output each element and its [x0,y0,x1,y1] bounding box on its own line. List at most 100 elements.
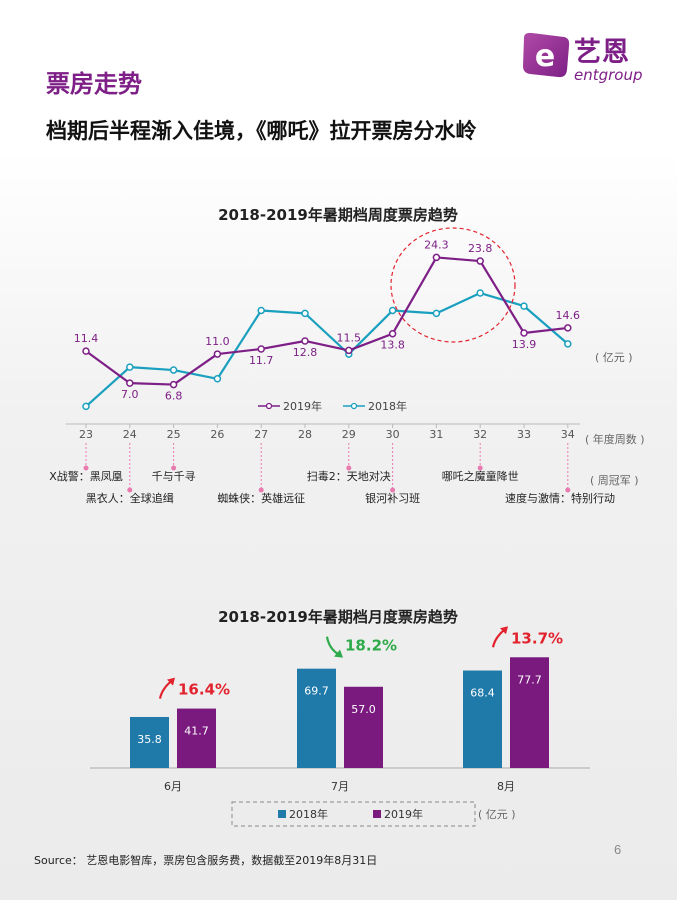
category-label: 7月 [331,780,349,793]
x-tick-label: 27 [254,428,268,441]
entgroup-logo: e 艺恩 entgroup [518,28,653,88]
champion-dot [390,487,396,493]
change-percent: 16.4% [178,681,230,699]
data-label: 11.0 [205,335,230,348]
line-chart-marks: 11.4 7.0 6.8 11.0 11.7 12.8 11.5 13.8 24.3 23.8 13… [49,238,615,505]
champion-dot [258,487,264,493]
bar [510,657,549,768]
x-tick-label: 33 [517,428,531,441]
down-arrow-icon [325,636,340,656]
legend-2018: 2018年 [368,399,407,413]
category-label: 6月 [164,780,182,793]
x-unit-label: ( 年度周数 ) [585,432,645,446]
x-tick-label: 24 [123,428,137,441]
down-arrowhead-icon [334,649,343,658]
bar-legend: 2018年 2019年 ( 亿元 ) [231,801,516,827]
up-arrowhead-icon [167,677,175,686]
data-label: 7.0 [121,388,139,401]
data-label: 12.8 [293,346,318,359]
highlight-ellipse [390,227,516,343]
data-point [82,402,90,411]
data-point [301,309,309,318]
monthly-box-office-chart: 2018-2019年暑期档月度票房趋势 35.8 41.7 6月 16.4% 69.7 5… [90,608,590,827]
page-number: 6 [614,842,622,857]
x-tick-label: 32 [473,428,487,441]
x-tick-label: 23 [79,428,93,441]
page-background [0,150,677,900]
data-point [476,289,484,297]
legend-2019: 2019年 [384,807,423,821]
data-point [169,366,178,374]
bar [130,716,169,768]
change-percent: 13.7% [511,629,563,647]
data-point [126,363,134,371]
champion-dot [565,487,571,493]
champion-dot [127,487,133,493]
category-label: 8月 [497,780,515,793]
data-label: 6.8 [165,390,183,403]
x-tick-label: 26 [210,428,224,441]
up-arrow-icon [491,628,506,648]
data-label: 14.6 [556,309,581,322]
data-label: 11.5 [337,331,362,344]
data-label: 11.4 [74,332,99,345]
bar-value-label: 68.4 [470,687,495,700]
x-tick-label: 30 [386,428,400,441]
bar-value-label: 35.8 [137,733,162,746]
chart-title: 2018-2019年暑期档月度票房趋势 [218,608,458,626]
data-point [520,302,528,310]
data-point [257,345,265,353]
logo-english: entgroup [574,66,643,84]
champion-label: 扫毒2：天地对决 [307,469,391,483]
x-tick-label: 28 [298,428,312,441]
up-arrow-icon [158,679,173,699]
data-point [82,347,90,355]
bar [344,686,383,768]
data-point [520,329,528,337]
series-line-2018年 [85,291,569,408]
champion-dot [83,465,89,471]
bar [177,708,216,768]
champion-dot [477,465,483,471]
data-point [432,309,441,318]
x-tick-label: 29 [342,428,356,441]
data-point [126,379,134,387]
champion-dot [171,465,177,471]
champion-dot [346,465,352,471]
champion-label: 速度与激情：特别行动 [505,491,615,505]
legend-2019: 2019年 [283,399,322,413]
bar-value-label: 69.7 [304,685,329,698]
logo-mark-icon: e [523,32,570,78]
source-note: Source： 艺恩电影智库，票房包含服务费，数据截至2019年8月31日 [34,854,378,867]
line-chart-axes: 23 24 25 26 27 28 29 30 31 32 33 34 [66,423,580,441]
svg-text:e: e [535,39,555,74]
data-label: 13.9 [512,338,537,351]
data-point [213,375,222,383]
champion-label: 银河补习班 [365,491,420,505]
bar [463,670,502,768]
up-arrowhead-icon [500,626,508,635]
section-title: 票房走势 [46,71,142,98]
data-label: 24.3 [424,238,449,251]
champion-label: 哪吒之魔童降世 [442,469,519,483]
data-point [257,306,265,315]
data-label: 11.7 [249,354,274,367]
data-point [388,329,397,338]
change-percent: 18.2% [345,637,397,655]
data-point [476,257,484,265]
bar-value-label: 77.7 [517,673,542,686]
bar-value-label: 57.0 [351,703,376,716]
data-point [345,346,353,355]
x-tick-label: 31 [429,428,443,441]
x-tick-label: 34 [561,428,575,441]
data-label: 23.8 [468,242,493,255]
bar-chart-marks: 35.8 41.7 6月 16.4% 69.7 57.0 7月 18.2% 68.4 77.7 8月… [90,626,590,793]
data-point [301,337,309,345]
logo-chinese: 艺恩 [574,37,630,68]
legend-2018: 2018年 [289,807,328,821]
bar-unit-label: ( 亿元 ) [478,808,516,821]
champion-label: 黑衣人：全球追缉 [86,491,174,505]
champion-label: X战警：黑凤凰 [49,469,123,483]
data-point [169,380,178,389]
champion-unit-label: ( 周冠军 ) [590,474,639,487]
